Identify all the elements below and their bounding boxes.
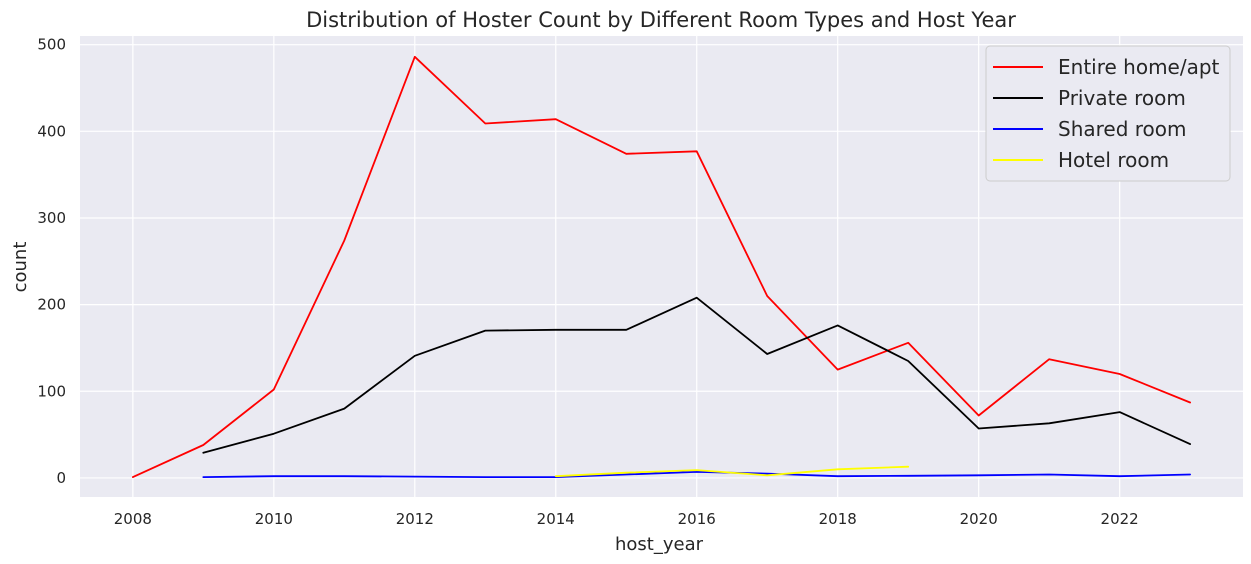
legend-box (985, 45, 1231, 182)
legend-label-private-room: Private room (1058, 86, 1186, 110)
y-tick-label: 500 (37, 36, 66, 54)
legend-label-hotel-room: Hotel room (1058, 148, 1169, 172)
y-tick-label: 100 (37, 382, 66, 400)
tick-labels: 2008 2010 2012 2014 2016 2018 2020 2022 0 100 200 3… (37, 36, 1138, 528)
x-tick-label: 2018 (819, 510, 857, 528)
y-tick-label: 400 (37, 122, 66, 140)
x-tick-label: 2016 (678, 510, 716, 528)
series-line-3 (554, 465, 910, 478)
legend-label-shared-room: Shared room (1058, 117, 1187, 141)
series-line-1 (202, 296, 1191, 454)
legend-label-entire-home: Entire home/apt (1058, 55, 1220, 79)
legend: Entire home/apt Private room Shared room… (985, 45, 1231, 182)
x-tick-label: 2012 (396, 510, 434, 528)
y-tick-label: 300 (37, 209, 66, 227)
x-tick-label: 2020 (960, 510, 998, 528)
series-lines (131, 55, 1191, 479)
x-axis-label: host_year (615, 534, 704, 555)
x-tick-label: 2008 (114, 510, 152, 528)
x-tick-label: 2022 (1101, 510, 1139, 528)
chart-title: Distribution of Hoster Count by Differen… (306, 8, 1016, 32)
x-tick-label: 2014 (537, 510, 575, 528)
series-line-2 (202, 470, 1191, 479)
y-tick-label: 200 (37, 296, 66, 314)
x-tick-label: 2010 (255, 510, 293, 528)
series-line-0 (131, 55, 1191, 479)
y-axis-label: count (10, 242, 31, 293)
y-tick-label: 0 (56, 469, 66, 487)
